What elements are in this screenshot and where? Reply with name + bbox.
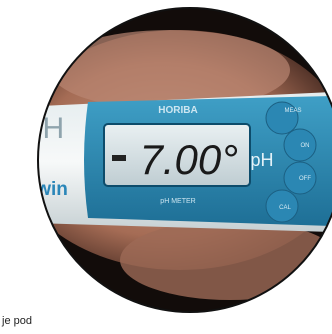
unit-label: pH: [250, 150, 273, 170]
button-label: ON: [301, 143, 310, 149]
button-label: CAL: [279, 205, 291, 211]
figure: pH Atwin HORIBA 7.00° pH pH METER MEAS O…: [0, 0, 332, 334]
caption: je pod: [1, 315, 32, 327]
button-label: OFF: [299, 176, 311, 182]
model-label: pH METER: [160, 198, 195, 205]
page: pH Atwin HORIBA 7.00° pH pH METER MEAS O…: [0, 0, 332, 334]
button-label: MEAS: [284, 108, 301, 114]
photo: pH Atwin HORIBA 7.00° pH pH METER MEAS O…: [0, 0, 332, 334]
lcd-reading: 7.00°: [139, 136, 238, 183]
brand: HORIBA: [158, 105, 197, 116]
